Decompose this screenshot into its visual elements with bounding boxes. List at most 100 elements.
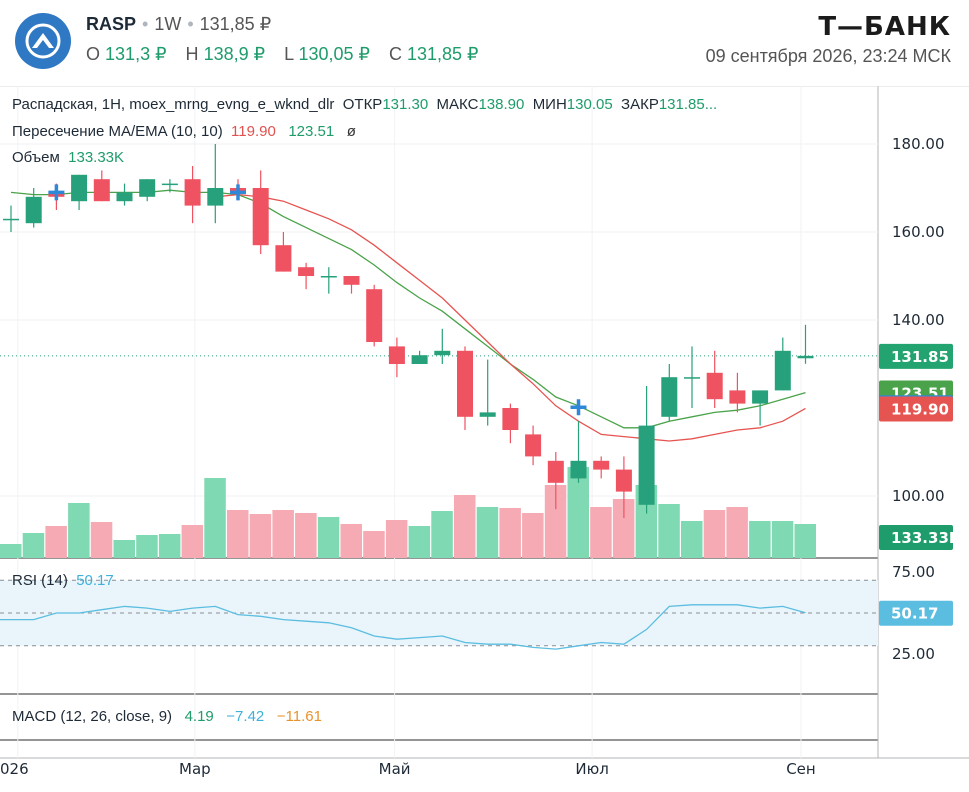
candle-body <box>570 460 587 479</box>
candle-body <box>3 218 19 221</box>
grid <box>0 85 969 787</box>
candle-body <box>207 188 224 206</box>
last-price-badge: 131.85 <box>891 348 949 366</box>
candle-body <box>388 346 405 364</box>
volume-bar <box>340 524 362 558</box>
candle-body <box>797 355 814 359</box>
ticker-symbol: RASP <box>86 14 137 34</box>
high-label: H <box>185 44 199 64</box>
volume-bar <box>204 478 226 558</box>
ticker-line: RASP • 1W • 131,85 ₽ <box>86 14 271 35</box>
volume-bar <box>113 540 135 558</box>
candle-body <box>184 179 201 206</box>
volume-bar <box>45 526 67 558</box>
rsi-tick-label: 25.00 <box>892 645 935 663</box>
rasp-logo <box>15 13 71 69</box>
candle-body <box>320 276 337 278</box>
volume-badge-bg <box>879 525 953 550</box>
volume-badge: 133.33K <box>891 529 962 547</box>
candle-body <box>93 179 110 202</box>
candle-body <box>275 245 292 272</box>
time-tick-label: Май <box>379 760 411 778</box>
open-label: O <box>86 44 101 64</box>
legend-macd-value-1: 4.19 <box>184 708 214 725</box>
legend-symbol: Распадская, 1H, moex_mrng_evng_e_wknd_dl… <box>12 96 335 113</box>
cross-markers <box>48 184 587 416</box>
volume-bar <box>295 513 317 558</box>
volume-bar <box>681 521 703 558</box>
legend-volume: Объем 133.33K <box>12 149 124 166</box>
legend-main: Распадская, 1H, moex_mrng_evng_e_wknd_dl… <box>12 96 717 113</box>
volume-bar <box>385 520 408 558</box>
price-chart[interactable]: 180.00160.00140.00100.00131.85123.51120.… <box>0 85 969 787</box>
candle-body <box>457 350 473 417</box>
candles <box>3 144 814 518</box>
rsi-value-badge: 50.17 <box>891 605 938 623</box>
high-value: 138,9 ₽ <box>203 44 266 64</box>
volume-bar <box>567 467 589 558</box>
separator-dot: • <box>142 14 149 34</box>
volume-bar <box>590 507 612 558</box>
candle-body <box>615 469 632 492</box>
chart-area[interactable]: 180.00160.00140.00100.00131.85123.51120.… <box>0 85 969 787</box>
candle-body <box>411 355 428 364</box>
open-value: 131,3 ₽ <box>105 44 167 64</box>
legend-close-value: 131.85... <box>658 96 718 113</box>
close-label: C <box>388 44 402 64</box>
price-tick-label: 180.00 <box>892 135 945 153</box>
candle-body <box>298 267 315 276</box>
volume-bar <box>749 521 771 558</box>
rsi-tick-label: 75.00 <box>892 563 935 581</box>
ohlc-line: O 131,3 ₽ H 138,9 ₽ L 130,05 ₽ C 131,85 … <box>86 44 493 65</box>
legend-close-label: ЗАКР <box>621 96 659 113</box>
candle-body <box>593 460 610 470</box>
legend-open-label: ОТКР <box>342 96 383 113</box>
volume-bar <box>771 521 794 558</box>
legend-ma: Пересечение MA/EMA (10, 10) 119.90 123.5… <box>12 123 356 140</box>
candle-body <box>161 183 178 186</box>
price-tick-label: 160.00 <box>892 223 945 241</box>
brand-logo: Т—БАНК <box>818 12 951 42</box>
legend-volume-label: Объем <box>12 149 60 166</box>
interval-label[interactable]: 1W <box>154 14 182 34</box>
volume-bar <box>544 485 567 558</box>
candle-body <box>71 174 88 202</box>
legend-open-value: 131.30 <box>382 96 429 113</box>
candle-body <box>25 196 42 224</box>
legend-high-value: 138.90 <box>478 96 525 113</box>
volume-bar <box>454 495 476 558</box>
time-tick-label: Сен <box>786 760 816 778</box>
legend-rsi: RSI (14) 50.17 <box>12 572 114 589</box>
candle-body <box>139 179 156 197</box>
ma-line <box>215 193 806 442</box>
rsi-value-badge-bg <box>879 600 953 626</box>
volume-bar <box>249 514 272 558</box>
legend-macd-value-3: −11.61 <box>276 708 322 725</box>
volume-bar <box>499 508 521 558</box>
candle-body <box>116 192 133 202</box>
volume-bar <box>181 525 204 558</box>
legend-rsi-label: RSI (14) <box>12 572 68 589</box>
volume-bar <box>158 534 181 558</box>
volume-bar <box>22 533 45 558</box>
ma-badge-bg <box>879 396 953 422</box>
candle-body <box>684 377 700 379</box>
time-axis: 026 Мар Май Июл Сен <box>0 760 816 778</box>
legend-ema-value: 123.51 <box>288 123 335 140</box>
crossover-marker <box>570 399 587 416</box>
time-tick-label: 026 <box>0 760 29 778</box>
legend-low-label: МИН <box>532 96 567 113</box>
volume-bar <box>612 499 635 558</box>
time-tick-label: Июл <box>575 760 608 778</box>
candle-body <box>661 377 678 417</box>
volume-bar <box>272 510 294 558</box>
candle-body <box>729 390 746 404</box>
chart-background <box>0 86 969 787</box>
crossover-marker <box>230 184 246 201</box>
rsi-line <box>0 604 806 650</box>
candle-body <box>502 408 519 430</box>
last-price-badge-bg <box>879 343 953 369</box>
volume-bar <box>363 531 385 558</box>
candle-body <box>479 412 496 417</box>
close-value: 131,85 ₽ <box>406 44 479 64</box>
